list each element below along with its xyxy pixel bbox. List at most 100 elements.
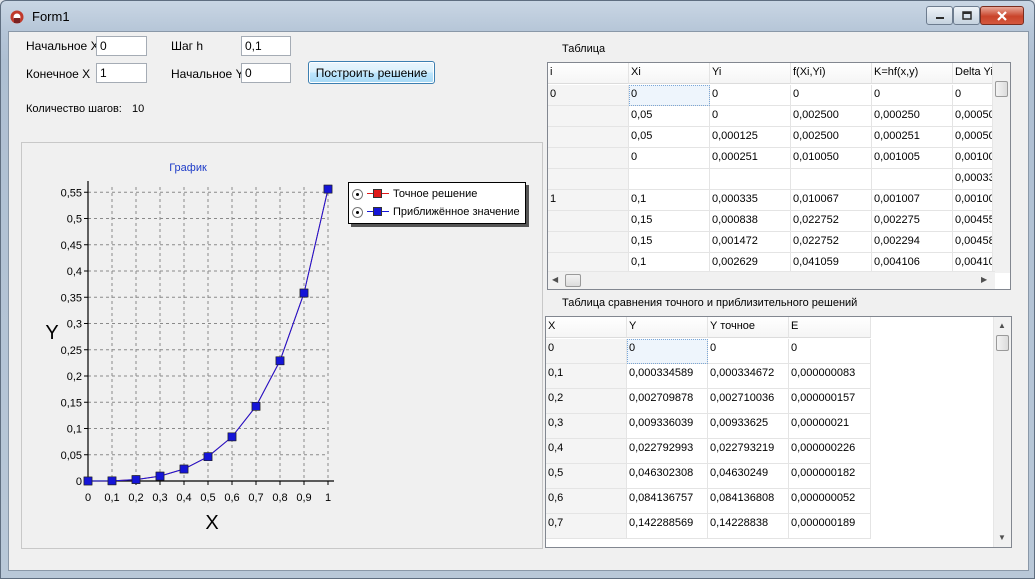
calc-table-cell[interactable]: 0,000251 [710,148,791,169]
calc-table-cell[interactable] [629,169,710,190]
table-row[interactable]: 0,05 0,000125 0,002500 0,000251 0,00050 [548,127,995,148]
calc-table-cell[interactable] [548,232,629,253]
comparison-table-cell[interactable]: 0,002709878 [627,389,708,414]
calc-table-cell[interactable]: 0,022752 [791,232,872,253]
calc-table-column-header[interactable]: Xi [629,63,710,84]
scroll-thumb[interactable] [565,274,581,287]
legend-item-exact[interactable]: Точное решение [352,185,477,203]
calc-table-cell[interactable]: 0,15 [629,232,710,253]
start-x-field[interactable] [96,36,147,56]
calc-table-cell[interactable]: 0,00033 [953,169,995,190]
scroll-up-icon[interactable]: ▲ [998,321,1006,330]
calc-table-cell[interactable]: 0,00050 [953,106,995,127]
comparison-table-cell[interactable]: 0,000000052 [789,489,871,514]
end-x-field[interactable] [96,63,147,83]
comparison-table-cell[interactable]: 0 [708,339,789,364]
comparison-table-cell[interactable]: 0,022793219 [708,439,789,464]
maximize-button[interactable] [953,6,980,25]
calc-table-column-header[interactable]: f(Xi,Yi) [791,63,872,84]
calc-table-cell[interactable]: 0 [548,85,629,106]
calc-table-cell[interactable]: 0 [629,148,710,169]
build-solution-button[interactable]: Построить решение [308,61,435,84]
comparison-table-cell[interactable]: 0,2 [546,389,627,414]
calc-table-cell[interactable] [791,169,872,190]
calc-table-hscroll[interactable]: ◀ ▶ [548,271,995,289]
calc-table-cell[interactable] [710,169,791,190]
calc-table-cell[interactable]: 0 [710,85,791,106]
comparison-table-cell[interactable]: 0,002710036 [708,389,789,414]
calc-table-cell[interactable]: 0 [629,85,710,106]
calc-table-cell[interactable]: 0 [953,85,995,106]
calc-table-cell[interactable] [548,211,629,232]
calc-table-cell[interactable]: 0,000335 [710,190,791,211]
calc-table-cell[interactable]: 0 [791,85,872,106]
calc-table-cell[interactable]: 0,000251 [872,127,953,148]
calc-table-cell[interactable] [872,169,953,190]
comparison-table-column-header[interactable]: E [789,317,871,338]
calc-table-cell[interactable]: 0,001472 [710,232,791,253]
table-row[interactable]: 0,00033 [548,169,995,190]
comparison-table-cell[interactable]: 0,04630249 [708,464,789,489]
comparison-table-cell[interactable]: 0,000000226 [789,439,871,464]
calc-table-cell[interactable]: 0,000838 [710,211,791,232]
calc-table-column-header[interactable]: Delta Yi [953,63,995,84]
scroll-right-icon[interactable]: ▶ [981,275,988,284]
calc-table-cell[interactable] [548,169,629,190]
calc-table-cell[interactable]: 0,002294 [872,232,953,253]
comparison-table-cell[interactable]: 0,00933625 [708,414,789,439]
calc-table-cell[interactable] [548,148,629,169]
calc-table-cell[interactable]: 0,00100 [953,190,995,211]
comparison-table-cell[interactable]: 0,1 [546,364,627,389]
comparison-table-cell[interactable]: 0,000000157 [789,389,871,414]
table-row[interactable]: 0,7 0,142288569 0,14228838 0,000000189 [546,514,871,539]
calc-table-cell[interactable]: 0,00458 [953,232,995,253]
step-field[interactable] [241,36,291,56]
calc-table-cell[interactable]: 0 [710,106,791,127]
comparison-table-cell[interactable]: 0,046302308 [627,464,708,489]
calc-table-cell[interactable]: 0,05 [629,106,710,127]
calc-table-cell[interactable]: 0,002500 [791,106,872,127]
calc-table-cell[interactable]: 0 [872,85,953,106]
comparison-table-cell[interactable]: 0,142288569 [627,514,708,539]
calc-table-cell[interactable]: 0,00100 [953,148,995,169]
comparison-table-cell[interactable]: 0 [627,339,708,364]
calc-table-cell[interactable] [548,127,629,148]
calc-table-cell[interactable]: 0,010050 [791,148,872,169]
calc-table-cell[interactable]: 0,001007 [872,190,953,211]
calc-table-column-header[interactable]: i [548,63,629,84]
calc-table-cell[interactable]: 0,00455 [953,211,995,232]
comparison-table-cell[interactable]: 0,14228838 [708,514,789,539]
minimize-button[interactable] [926,6,953,25]
comparison-table-vscroll[interactable]: ▲ ▼ [993,317,1011,547]
comparison-table-cell[interactable]: 0,000334672 [708,364,789,389]
table-row[interactable]: 0,15 0,001472 0,022752 0,002294 0,00458 [548,232,995,253]
comparison-table-column-header[interactable]: Y [627,317,708,338]
comparison-table-column-header[interactable]: X [546,317,627,338]
comparison-table-cell[interactable]: 0,022792993 [627,439,708,464]
comparison-table-cell[interactable]: 0,009336039 [627,414,708,439]
comparison-table-cell[interactable]: 0,084136757 [627,489,708,514]
scroll-left-icon[interactable]: ◀ [552,275,559,284]
close-button[interactable] [980,6,1024,25]
comparison-table-cell[interactable]: 0,000000189 [789,514,871,539]
comparison-table-cell[interactable]: 0,3 [546,414,627,439]
calc-table-column-header[interactable]: Yi [710,63,791,84]
table-row[interactable]: 0,5 0,046302308 0,04630249 0,000000182 [546,464,871,489]
comparison-table-cell[interactable]: 0,000334589 [627,364,708,389]
table-row[interactable]: 0,6 0,084136757 0,084136808 0,000000052 [546,489,871,514]
comparison-table-cell[interactable]: 0,00000021 [789,414,871,439]
calc-table-cell[interactable]: 0,000125 [710,127,791,148]
scroll-down-icon[interactable]: ▼ [998,533,1006,542]
legend-item-approx[interactable]: Приближённое значение [352,203,520,221]
calc-table-cell[interactable] [548,106,629,127]
calc-table-cell[interactable]: 1 [548,190,629,211]
calc-table-cell[interactable]: 0,002275 [872,211,953,232]
title-bar[interactable]: Form1 [1,1,1034,31]
calc-table-cell[interactable]: 0,1 [629,190,710,211]
comparison-table-cell[interactable]: 0 [546,339,627,364]
comparison-table-cell[interactable]: 0,000000182 [789,464,871,489]
comparison-table-cell[interactable]: 0 [789,339,871,364]
